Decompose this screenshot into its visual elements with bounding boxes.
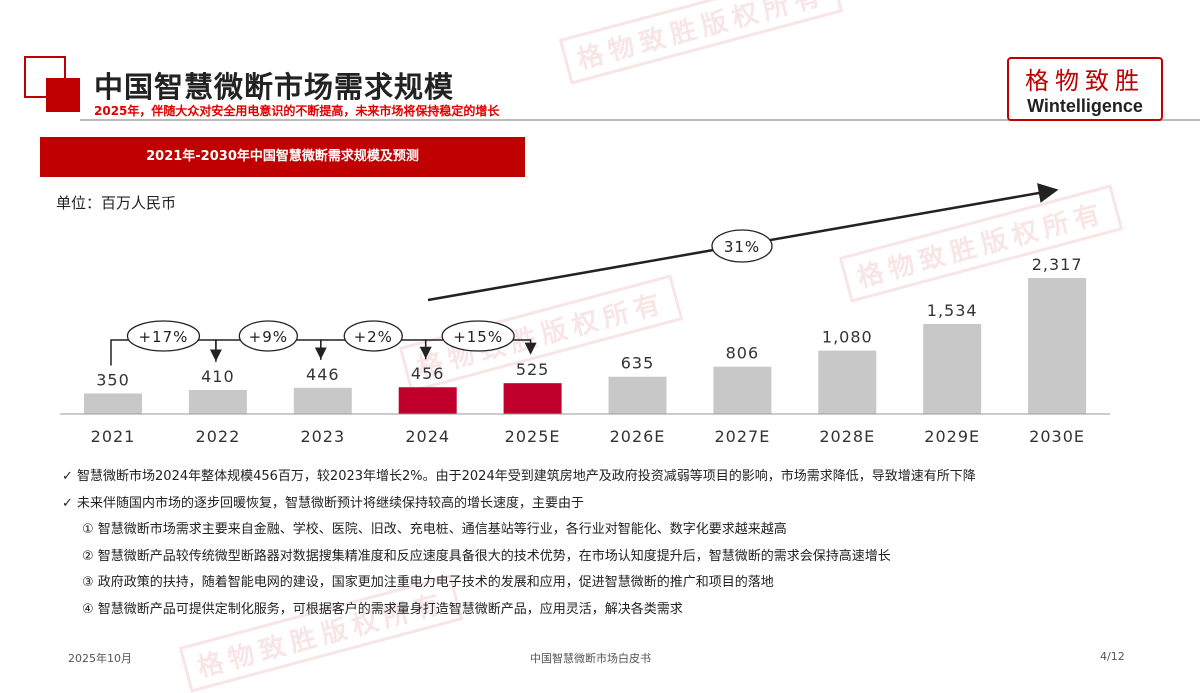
page-subtitle: 2025年，伴随大众对安全用电意识的不断提高，未来市场将保持稳定的增长 bbox=[94, 104, 500, 118]
bar bbox=[188, 389, 247, 414]
category-label: 2026E bbox=[610, 427, 666, 446]
logo: 格物致胜 Wintelligence bbox=[1007, 57, 1163, 121]
bullet-list: ✓ 智慧微断市场2024年整体规模456百万，较2023年增长2%。由于2024… bbox=[62, 464, 976, 623]
bar bbox=[84, 393, 142, 414]
growth-bubble bbox=[343, 320, 403, 352]
footer-date: 2025年10月 bbox=[68, 652, 132, 665]
bullet: ✓ 智慧微断市场2024年整体规模456百万，较2023年增长2%。由于2024… bbox=[62, 469, 976, 484]
footer-page: 4/12 bbox=[1100, 650, 1125, 663]
category-label: 2022 bbox=[196, 427, 241, 446]
growth-bubble bbox=[441, 320, 515, 352]
decor-square bbox=[24, 56, 66, 98]
growth-bubble bbox=[238, 320, 299, 352]
cagr-bubble bbox=[711, 229, 773, 263]
value-label: 350 bbox=[96, 370, 130, 389]
bar-chart: 350 2021 410 2022 446 2023 456 2024 525 2025E 635 2… bbox=[60, 183, 1110, 446]
growth-label: +9% bbox=[249, 328, 288, 346]
footer-doc: 中国智慧微断市场白皮书 bbox=[530, 652, 651, 665]
bar bbox=[608, 376, 667, 414]
growth-label: +15% bbox=[453, 328, 503, 346]
category-label: 2025E bbox=[505, 427, 561, 446]
bar bbox=[398, 387, 457, 414]
value-label: 806 bbox=[726, 344, 760, 363]
category-label: 2024 bbox=[405, 427, 450, 446]
category-label: 2021 bbox=[91, 427, 136, 446]
bar bbox=[293, 387, 352, 414]
divider bbox=[80, 119, 1200, 121]
bar bbox=[503, 383, 562, 414]
bar bbox=[713, 366, 772, 414]
growth-label: +2% bbox=[354, 328, 393, 346]
value-label: 410 bbox=[201, 367, 235, 386]
decor-square bbox=[46, 78, 80, 112]
bar bbox=[923, 323, 982, 414]
category-label: 2023 bbox=[300, 427, 345, 446]
growth-label: +17% bbox=[138, 328, 188, 346]
reason: ② 智慧微断产品较传统微型断路器对数据搜集精准度和反应速度具备很大的技术优势，在… bbox=[82, 548, 891, 564]
page-title: 中国智慧微断市场需求规模 bbox=[94, 70, 455, 104]
unit-label: 单位：百万人民币 bbox=[56, 194, 177, 212]
cagr-label: 31% bbox=[724, 238, 760, 256]
value-label: 1,080 bbox=[822, 328, 873, 347]
reason: ③ 政府政策的扶持，随着智能电网的建设，国家更加注重电力电子技术的发展和应用，促… bbox=[82, 575, 774, 590]
bar bbox=[1028, 278, 1087, 414]
reason: ④ 智慧微断产品可提供定制化服务，可根据客户的需求量身打造智慧微断产品，应用灵活… bbox=[82, 601, 683, 617]
logo-cn: 格物致胜 bbox=[1025, 67, 1145, 95]
value-label: 456 bbox=[411, 364, 445, 383]
bar bbox=[818, 350, 877, 414]
category-label: 2027E bbox=[714, 427, 770, 446]
value-label: 446 bbox=[306, 365, 340, 384]
chart-banner: 2021年-2030年中国智慧微断需求规模及预测 bbox=[40, 137, 525, 177]
category-label: 2030E bbox=[1029, 427, 1085, 446]
value-label: 1,534 bbox=[927, 301, 978, 320]
value-label: 525 bbox=[516, 360, 550, 379]
reason: ① 智慧微断市场需求主要来自金融、学校、医院、旧改、充电桩、通信基站等行业，各行… bbox=[82, 522, 787, 537]
value-label: 2,317 bbox=[1032, 255, 1083, 274]
category-label: 2029E bbox=[924, 427, 980, 446]
value-label: 635 bbox=[621, 354, 655, 373]
category-label: 2028E bbox=[819, 427, 875, 446]
logo-en: Wintelligence bbox=[1027, 96, 1143, 116]
bullet: ✓ 未来伴随国内市场的逐步回暖恢复，智慧微断预计将继续保持较高的增长速度，主要由… bbox=[62, 495, 585, 511]
growth-bubble bbox=[126, 320, 201, 352]
